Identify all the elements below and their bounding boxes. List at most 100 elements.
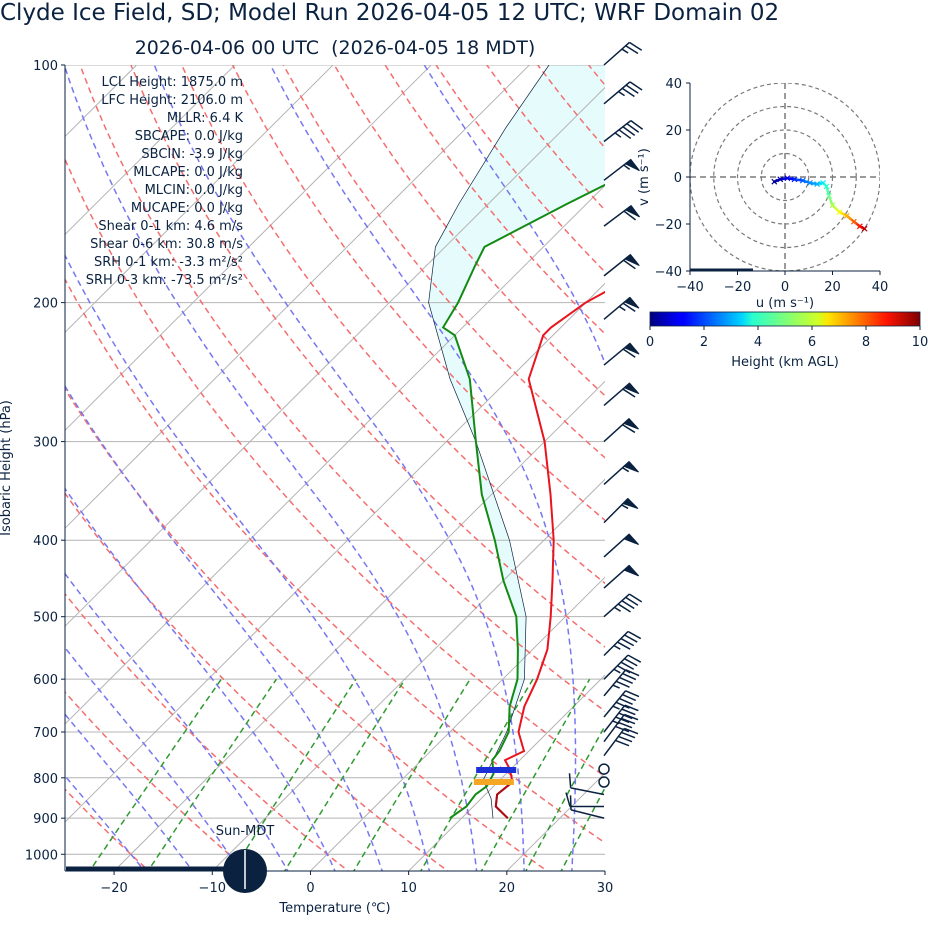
hodograph-point	[843, 212, 850, 219]
isotherm-line	[65, 65, 236, 236]
wind-barb	[603, 654, 642, 680]
wind-barb	[603, 296, 640, 320]
wind-barb	[603, 120, 644, 143]
hodograph-x-tick-label: −40	[676, 280, 703, 295]
hodograph-segment	[793, 178, 805, 182]
stat-line: SRH 0-3 km: -73.5 m²/s²	[86, 273, 243, 288]
hodograph-y-ticks: 40 20 0 −20 −40	[655, 77, 690, 280]
dry-adiabat-line	[65, 788, 151, 871]
moist-adiabat-line	[65, 572, 289, 871]
dry-adiabat-line	[384, 65, 605, 335]
dry-adiabat-line	[79, 65, 605, 713]
hodograph-point	[799, 177, 806, 184]
hodograph-segment	[827, 194, 834, 207]
wind-barb	[603, 460, 639, 486]
stat-line: MUCAPE: 0.0 J/kg	[131, 201, 243, 216]
isotherm-line	[65, 282, 605, 823]
mixing-ratio-line	[88, 678, 222, 871]
y-tick-label: 700	[33, 726, 58, 741]
y-tick-label: 500	[33, 611, 58, 626]
y-tick-label: 600	[33, 673, 58, 688]
stat-line: Shear 0-1 km: 4.6 m/s	[98, 219, 243, 234]
isotherm-line	[65, 184, 605, 725]
wind-barb	[598, 763, 610, 775]
hodograph-point	[814, 181, 820, 187]
isotherm-line	[798, 47, 928, 874]
dry-adiabat-line	[333, 65, 605, 397]
wind-barb	[603, 564, 640, 589]
y-tick-label: 800	[33, 772, 58, 787]
dry-adiabat-line	[65, 690, 250, 871]
mixing-ratio-line	[147, 678, 278, 871]
stat-line: SBCIN: -3.9 J/kg	[141, 147, 243, 162]
mixing-ratio-line	[525, 724, 605, 871]
mixing-ratio-line	[480, 678, 591, 871]
wind-barb	[603, 533, 640, 558]
hodograph-point	[771, 178, 778, 185]
wind-barb	[603, 418, 639, 443]
moist-adiabat-line	[65, 713, 194, 871]
wind-barb	[603, 669, 640, 697]
stat-line: MLCAPE: 0.0 J/kg	[133, 165, 243, 180]
colorbar-label: Height (km AGL)	[731, 355, 839, 370]
wind-barb	[603, 727, 639, 757]
hodograph-y-tick-label: 40	[665, 77, 682, 92]
cape-fill-area	[428, 65, 605, 732]
mixing-ratio-line	[352, 678, 471, 871]
hodograph-point	[826, 192, 832, 199]
moist-adiabat-line	[65, 646, 242, 871]
isotherm-line	[113, 380, 605, 871]
stat-line: LFC Height: 2106.0 m	[101, 93, 243, 108]
dry-adiabat-lines	[65, 65, 928, 874]
x-tick-labels: −20 −10 0 10 20 30	[100, 871, 613, 896]
surface-temperature-line	[494, 781, 514, 819]
level-markers	[473, 766, 517, 786]
isotherm-line	[65, 65, 531, 529]
hodograph-point	[850, 218, 857, 225]
y-tick-labels: 100 200 300 400 500 600 700 800 900 1000	[25, 59, 65, 863]
y-tick-label: 200	[33, 297, 58, 312]
hodograph-point	[791, 176, 798, 183]
isotherm-line	[65, 65, 138, 138]
hodograph-point	[861, 225, 868, 232]
wind-barb	[603, 205, 640, 227]
y-tick-label: 900	[33, 812, 58, 827]
colorbar-tick-label: 6	[808, 335, 816, 350]
wind-barb	[598, 776, 610, 788]
hodograph-y-tick-label: 20	[665, 124, 682, 139]
moist-adiabat-line	[65, 487, 336, 871]
x-tick-label: 10	[400, 881, 417, 896]
isotherm-line	[65, 86, 605, 627]
stat-line: Shear 0-6 km: 30.8 m/s	[90, 237, 243, 252]
dry-adiabat-line	[65, 277, 605, 844]
cape-shading	[428, 65, 605, 732]
y-tick-label: 1000	[25, 848, 58, 863]
wind-barb	[565, 792, 604, 808]
hodograph-y-label: v (m s⁻¹)	[637, 148, 652, 206]
height-colorbar	[649, 311, 921, 327]
wind-barb	[603, 497, 639, 524]
colorbar-tick-label: 8	[862, 335, 870, 350]
hodograph: −40 −20 0 20 40 40 20 0 −20 −40 u (m s⁻¹) v (m s…	[637, 77, 888, 311]
dry-adiabat-line	[65, 491, 449, 871]
mixing-ratio-lines	[88, 678, 715, 874]
wind-barb	[603, 81, 643, 105]
x-tick-label: 0	[306, 881, 314, 896]
stat-line: MLCIN: 0.0 J/kg	[145, 183, 243, 198]
mixing-ratio-line	[283, 678, 406, 871]
hodograph-trace	[771, 175, 868, 232]
wind-barb	[603, 342, 640, 366]
mixing-ratio-line	[614, 679, 715, 874]
isobar-grid	[65, 65, 605, 855]
y-tick-label: 100	[33, 59, 58, 74]
hodograph-x-tick-label: 0	[781, 280, 789, 295]
hodograph-point	[823, 183, 830, 190]
dry-adiabat-line	[792, 65, 928, 874]
dry-adiabat-line	[690, 65, 928, 874]
dry-adiabat-line	[181, 65, 605, 585]
moist-adiabat-line	[65, 774, 146, 871]
hodograph-x-ticks: −40 −20 0 20 40	[676, 271, 888, 295]
y-tick-label: 300	[33, 436, 58, 451]
hodograph-point	[807, 179, 813, 186]
y-axis-label: Isobaric Height (hPa)	[0, 400, 14, 536]
